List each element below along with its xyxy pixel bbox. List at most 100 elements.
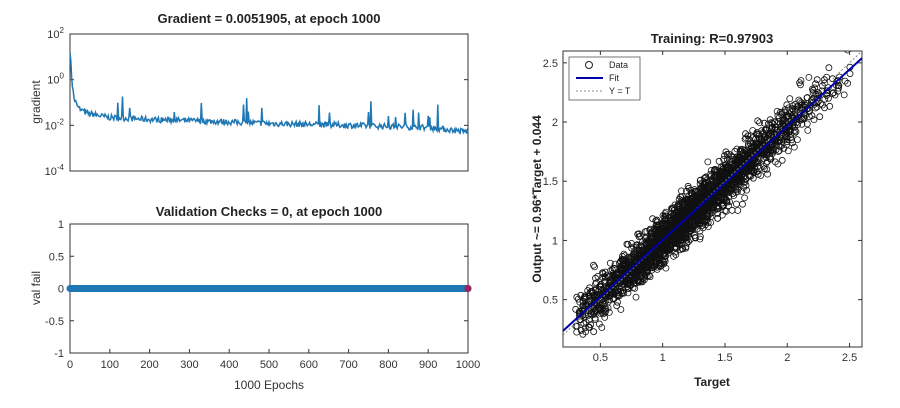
regression-data-point: [805, 107, 813, 115]
regression-data-point: [619, 286, 627, 294]
regression-data-point: [741, 135, 749, 143]
regression-data-point: [579, 297, 587, 305]
regression-x-tick-label: 2: [784, 352, 790, 364]
regression-data-point: [576, 307, 583, 315]
regression-data-point: [745, 135, 753, 143]
regression-data-point: [743, 186, 750, 194]
regression-data-point: [627, 275, 635, 283]
regression-data-point: [661, 253, 669, 261]
validation-x-tick-label: 800: [379, 359, 397, 371]
regression-data-point: [778, 141, 786, 149]
validation-y-tick-label: 1: [58, 219, 64, 231]
regression-data-point: [794, 136, 801, 144]
regression-data-point: [687, 223, 695, 231]
validation-y-tick-label: -0.5: [45, 316, 64, 328]
regression-data-point: [714, 191, 722, 199]
regression-data-point: [576, 311, 584, 318]
regression-data-point: [760, 119, 768, 127]
regression-data-point: [602, 289, 609, 297]
regression-data-point: [644, 244, 652, 252]
regression-data-point: [789, 139, 796, 147]
tick-base: 10: [47, 29, 59, 41]
validation-x-tick-label: 300: [180, 359, 198, 371]
regression-data-point: [598, 308, 606, 316]
regression-data-point: [647, 229, 655, 237]
tick-base: 10: [45, 166, 57, 178]
regression-data-point: [771, 125, 779, 133]
regression-data-point: [732, 155, 739, 163]
regression-data-point: [764, 170, 771, 178]
regression-data-point: [579, 330, 587, 338]
regression-data-point: [664, 249, 672, 257]
regression-data-point: [737, 147, 744, 155]
regression-data-point: [688, 218, 696, 226]
regression-data-point: [605, 308, 613, 316]
regression-data-point: [577, 326, 585, 334]
regression-data-point: [809, 85, 816, 93]
validation-last-point: [464, 285, 472, 292]
regression-data-point: [704, 219, 712, 227]
regression-data-point: [606, 259, 614, 267]
regression-data-point: [598, 324, 606, 331]
regression-data-point: [573, 293, 581, 301]
regression-data-point: [797, 81, 804, 89]
gradient-axes-box: [69, 33, 469, 172]
gradient-title: Gradient = 0.0051905, at epoch 1000: [158, 11, 381, 26]
regression-data-point: [803, 120, 811, 128]
regression-data-point: [588, 310, 595, 318]
regression-y-tick-label: 2: [552, 117, 558, 129]
regression-data-point: [738, 171, 745, 179]
regression-data-point: [701, 174, 709, 182]
regression-data-point: [652, 222, 660, 230]
regression-data-point: [816, 113, 824, 121]
regression-data-point: [786, 128, 794, 135]
regression-data-point: [665, 219, 672, 227]
regression-data-point: [840, 91, 848, 99]
regression-data-point: [773, 108, 781, 115]
regression-data-point: [756, 135, 763, 142]
regression-data-point: [715, 157, 723, 165]
regression-data-point: [720, 155, 727, 163]
regression-data-point: [744, 146, 751, 154]
regression-data-point: [600, 307, 607, 315]
regression-data-point: [821, 95, 829, 103]
validation-y-tick-label: 0.5: [49, 251, 64, 263]
regression-data-point: [704, 223, 712, 231]
regression-data-point: [643, 264, 650, 272]
regression-data-point: [716, 190, 723, 198]
regression-data-point: [702, 217, 710, 225]
regression-data-point: [732, 188, 739, 196]
regression-data-point: [659, 257, 667, 265]
validation-x-tick-label: 500: [260, 359, 278, 371]
validation-x-tick-label: 900: [419, 359, 437, 371]
regression-data-point: [690, 222, 697, 230]
regression-data-point: [825, 64, 833, 72]
regression-data-point: [760, 162, 768, 170]
validation-title: Validation Checks = 0, at epoch 1000: [156, 204, 383, 219]
regression-data-point: [591, 316, 599, 324]
regression-data-point: [790, 143, 798, 151]
regression-data-point: [772, 146, 780, 154]
regression-data-point: [711, 173, 718, 181]
regression-data-point: [763, 146, 771, 154]
regression-data-point: [798, 120, 806, 128]
regression-data-point: [593, 279, 600, 287]
validation-x-label: 1000 Epochs: [234, 378, 304, 392]
tick-base: 10: [45, 120, 57, 132]
regression-data-point: [801, 102, 809, 109]
regression-data-point: [777, 108, 784, 116]
regression-data-point: [693, 217, 701, 225]
regression-data-point: [681, 229, 689, 237]
regression-data-point: [629, 284, 637, 292]
validation-x-tick-label: 0: [67, 359, 73, 371]
regression-data-point: [699, 179, 706, 187]
regression-x-ticks: 0.5 1 1.5 2 2.5: [593, 51, 857, 364]
regression-data-point: [783, 136, 791, 144]
regression-data-point: [597, 283, 605, 291]
regression-data-point: [733, 200, 740, 208]
regression-data-point: [662, 245, 670, 253]
regression-data-point: [738, 187, 746, 195]
regression-y-tick-label: 2.5: [543, 58, 558, 70]
regression-data-point: [669, 216, 677, 224]
